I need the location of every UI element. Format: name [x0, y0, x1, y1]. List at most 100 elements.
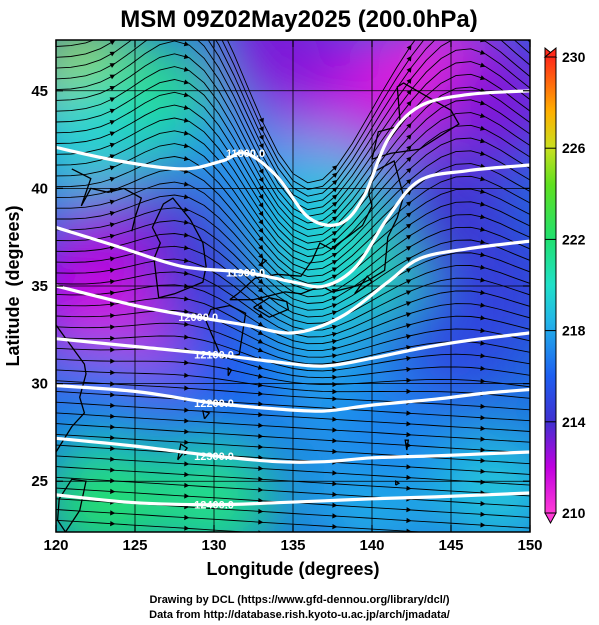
- streamline-arrow: [332, 374, 338, 380]
- streamline-arrow: [331, 310, 338, 316]
- streamline-arrow: [110, 347, 116, 353]
- streamline-arrow: [258, 177, 264, 183]
- contour-label: 12200.0: [194, 398, 234, 410]
- streamline-arrow: [184, 270, 190, 276]
- streamline-arrow: [109, 97, 116, 103]
- coastline: [151, 197, 207, 299]
- streamline-arrow: [110, 521, 116, 527]
- streamline-arrow: [110, 488, 116, 494]
- colorbar-tick-label: 230: [562, 49, 586, 65]
- streamline-arrow: [184, 219, 190, 225]
- streamline-arrow: [109, 176, 116, 182]
- coastline: [205, 304, 247, 359]
- streamline-arrow: [480, 403, 486, 409]
- streamline-arrow: [406, 44, 412, 51]
- streamline-arrow: [480, 0, 486, 4]
- streamline-arrow: [406, 123, 412, 129]
- colorbar-tick-label: 214: [562, 414, 586, 430]
- contour-label: 11800.0: [226, 148, 265, 160]
- streamline-arrow: [257, 347, 264, 353]
- coastline: [227, 366, 233, 377]
- coastline: [371, 82, 460, 160]
- streamline-arrow: [184, 360, 190, 366]
- streamline-arrow: [110, 467, 116, 473]
- streamline-arrow: [406, 485, 412, 491]
- streamline-arrow: [480, 315, 486, 321]
- streamline-arrow: [406, 377, 412, 383]
- credit-drawing: Drawing by DCL (https://www.gfd-dennou.o…: [149, 594, 450, 606]
- x-tick-label: 135: [280, 537, 305, 554]
- streamline-arrow: [331, 296, 338, 301]
- streamline-arrow: [406, 201, 412, 207]
- temperature-blob: [56, 438, 166, 532]
- streamline-arrow: [184, 232, 190, 238]
- streamline-arrow: [406, 323, 412, 329]
- streamline-arrow: [331, 201, 338, 207]
- streamline-arrow: [480, 25, 486, 30]
- streamline-arrow: [110, 29, 116, 34]
- y-axis-ticks: 25 30 35 40 45: [31, 83, 530, 490]
- streamline-arrow: [480, 425, 486, 431]
- streamline-arrow: [184, 493, 190, 499]
- streamline-arrow: [480, 252, 486, 258]
- height-contour-line: [56, 384, 530, 413]
- streamline-arrow: [184, 514, 190, 521]
- streamline-arrow: [184, 418, 190, 424]
- streamline-arrow: [406, 212, 412, 218]
- y-axis-label: Latitude (degrees): [3, 205, 23, 366]
- streamline-arrow: [480, 378, 486, 384]
- streamline-arrow: [184, 471, 190, 478]
- streamline-arrow: [258, 465, 264, 471]
- contour-label: 12400.0: [194, 500, 234, 512]
- streamline-arrow: [184, 407, 190, 413]
- coastline: [123, 187, 143, 232]
- streamline-arrow: [183, 130, 190, 136]
- streamline-arrow: [109, 165, 116, 171]
- streamline-arrow: [110, 335, 116, 341]
- streamline-arrow: [406, 356, 412, 362]
- streamline-arrow: [331, 267, 338, 273]
- x-tick-label: 125: [122, 537, 147, 554]
- streamline-arrow: [258, 236, 264, 242]
- streamline-arrow: [406, 410, 412, 416]
- x-axis-label: Longitude (degrees): [206, 559, 379, 579]
- streamline-arrow: [109, 131, 116, 137]
- plot-area: 11800.0 11900.0 12000.0 12100.0 12200.0 12300…: [56, 0, 530, 532]
- streamline-arrow: [480, 415, 486, 421]
- streamline-arrow: [110, 402, 116, 409]
- streamline-arrow: [332, 346, 338, 352]
- streamline-arrow: [331, 238, 338, 244]
- streamline-arrow: [480, 340, 486, 346]
- streamline-arrow: [406, 67, 412, 73]
- coastline: [71, 168, 125, 207]
- streamline-arrow: [184, 461, 190, 467]
- streamline-arrow: [405, 246, 412, 251]
- colorbar-gradient: [544, 56, 557, 514]
- streamline-arrow: [480, 151, 486, 156]
- streamline-arrow: [480, 468, 486, 474]
- streamline-arrow: [480, 290, 486, 296]
- streamline-arrow: [184, 258, 190, 264]
- streamline-arrow: [406, 345, 412, 351]
- streamline-arrow: [480, 501, 486, 507]
- temperature-blob: [56, 77, 150, 202]
- streamline-arrow: [406, 178, 412, 185]
- coastline: [56, 324, 87, 453]
- streamline-arrow: [331, 209, 338, 215]
- streamline-arrow: [331, 194, 338, 200]
- colorbar: 230 226 222 218 214 210: [543, 46, 586, 525]
- streamline-arrow: [331, 260, 338, 265]
- streamline-arrow: [331, 231, 338, 236]
- streamline-arrow: [406, 388, 412, 394]
- streamline-arrow: [183, 117, 190, 123]
- streamline-arrow: [257, 287, 264, 293]
- height-contour-line: [56, 239, 530, 335]
- streamline-arrow: [480, 176, 486, 182]
- streamline-arrow: [332, 179, 338, 186]
- streamline-arrow: [332, 172, 338, 178]
- streamline-arrow: [109, 74, 116, 80]
- contour-label: 11900.0: [226, 267, 265, 279]
- streamline-arrow: [183, 54, 190, 59]
- colorbar-min-arrow: [544, 512, 557, 525]
